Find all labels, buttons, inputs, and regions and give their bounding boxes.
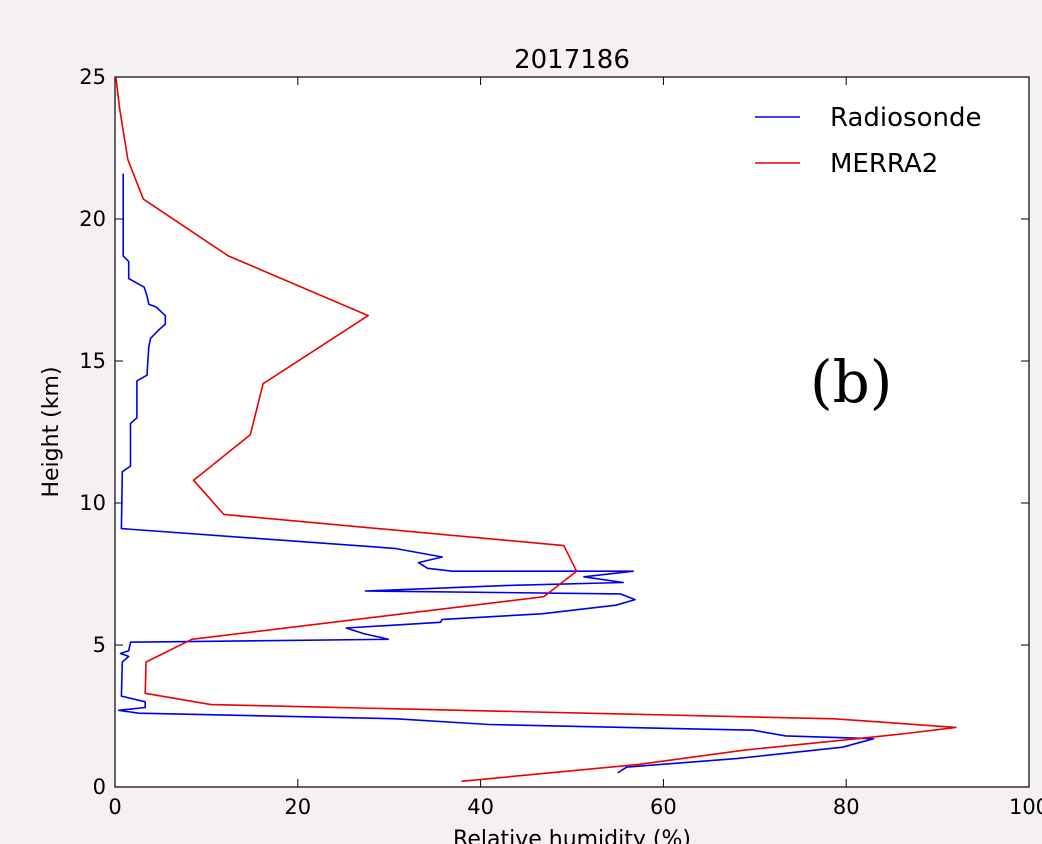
y-tick-label: 10: [79, 491, 106, 515]
chart-title: 2017186: [514, 45, 630, 75]
y-tick-label: 5: [93, 633, 106, 657]
series-line-radiosonde: [117, 173, 875, 774]
x-tick-label: 80: [833, 795, 860, 819]
x-tick-label: 100: [1009, 795, 1042, 819]
x-tick-label: 60: [650, 795, 677, 819]
legend: Radiosonde MERRA2: [755, 103, 982, 179]
legend-label-merra2: MERRA2: [830, 149, 938, 179]
y-tick-label: 20: [79, 207, 106, 231]
x-tick-label: 0: [108, 795, 121, 819]
series-line-merra2: [115, 76, 957, 783]
y-tick-label: 25: [79, 65, 106, 89]
y-axis-label: Height (km): [39, 366, 64, 497]
x-tick-label: 40: [467, 795, 494, 819]
y-tick-label: 15: [79, 349, 106, 373]
panel-label: (b): [810, 348, 892, 416]
x-axis-label: Relative humidity (%): [453, 827, 691, 844]
y-tick-label: 0: [93, 775, 106, 799]
legend-label-radiosonde: Radiosonde: [830, 103, 982, 133]
plot-area: [114, 76, 1030, 788]
x-tick-label: 20: [284, 795, 311, 819]
